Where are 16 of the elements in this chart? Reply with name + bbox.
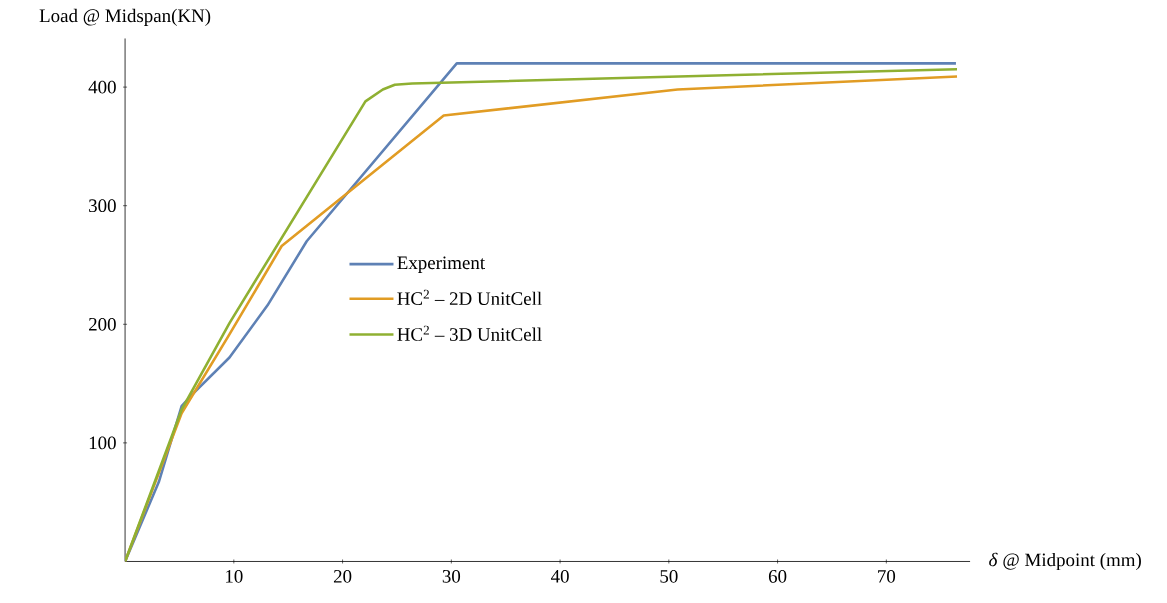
y-tick-label: 200 [89, 317, 116, 331]
y-axis-title: Load @ Midspan(KN) [39, 8, 211, 26]
legend-label: HC$^{2}$ – 3D UnitCell [397, 325, 542, 341]
x-tick-label: 70 [878, 570, 896, 583]
x-tick-label: 10 [226, 570, 243, 583]
x-tick-label: 20 [333, 570, 352, 583]
x-tick-label: 60 [768, 570, 787, 583]
y-tick-label: 100 [89, 436, 116, 450]
x-tick-label: 40 [550, 570, 569, 583]
y-tick-label: 300 [89, 199, 116, 213]
x-tick-label: 30 [442, 570, 461, 583]
y-tick-label: 400 [88, 80, 116, 94]
legend-label: Experiment [397, 256, 485, 274]
legend-label: HC$^{2}$ – 2D UnitCell [397, 289, 542, 306]
x-tick-label: 50 [660, 570, 678, 583]
x-axis-title: δ @ Midpoint (mm) [989, 552, 1141, 571]
